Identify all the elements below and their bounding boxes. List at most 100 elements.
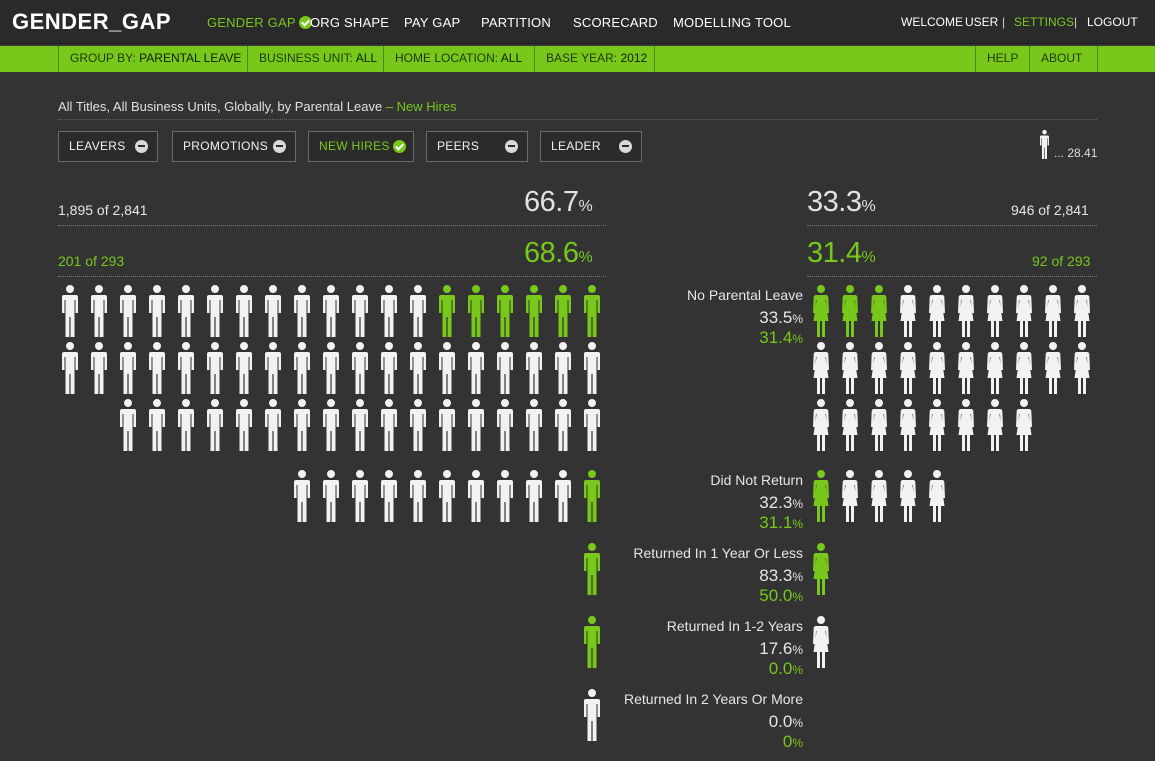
- male-figure-icon: [410, 399, 426, 451]
- male-figure-icon: [381, 285, 397, 337]
- toggle-leader[interactable]: LEADER: [540, 131, 642, 162]
- nav-modelling-tool[interactable]: MODELLING TOOL: [673, 15, 791, 30]
- toggle-new-hires[interactable]: NEW HIRES: [308, 131, 414, 162]
- female-figure-icon: [813, 543, 829, 595]
- male-figure-icon: [439, 399, 455, 451]
- male-figure-icon: [265, 399, 281, 451]
- male-figure-icon: [120, 399, 136, 451]
- category-percent: 0.0%: [769, 712, 803, 732]
- toggle-leavers-label: LEAVERS: [69, 139, 126, 153]
- male-figure-icon: [526, 342, 542, 394]
- app-logo: GENDER_GAP: [12, 9, 172, 34]
- toggle-promotions[interactable]: PROMOTIONS: [172, 131, 296, 162]
- nav-gender-gap[interactable]: GENDER GAP: [207, 15, 312, 30]
- male-figure-icon: [178, 285, 194, 337]
- logout-link[interactable]: LOGOUT: [1087, 15, 1138, 29]
- female-figure-icon: [813, 285, 829, 337]
- base-year-filter[interactable]: BASE YEAR: 2012: [534, 46, 647, 72]
- settings-link[interactable]: SETTINGS: [1014, 15, 1075, 29]
- male-figure-icon: [207, 399, 223, 451]
- category-percent: 17.6%: [759, 639, 803, 659]
- male-figure-icon: [149, 342, 165, 394]
- male-figure-icon: [352, 399, 368, 451]
- female-figure-icon: [842, 399, 858, 451]
- nav-org-shape[interactable]: ORG SHAPE: [310, 15, 390, 30]
- male-figure-icon: [294, 342, 310, 394]
- minus-icon: [135, 140, 148, 153]
- female-figure-icon: [1074, 285, 1090, 337]
- page-title-text: All Titles, All Business Units, Globally…: [58, 99, 383, 114]
- divider: [58, 225, 606, 226]
- category-highlight-percent: 31.1%: [759, 513, 803, 533]
- help-button[interactable]: HELP: [975, 46, 1018, 72]
- male-highlight-percent: 68.6%: [524, 237, 593, 270]
- base-year-value: 2012: [620, 51, 648, 65]
- female-figure-icon: [842, 470, 858, 522]
- home-location-label: HOME LOCATION:: [395, 51, 499, 65]
- category-label: Returned In 1 Year Or Less: [633, 545, 803, 561]
- male-count: 1,895 of 2,841: [58, 202, 148, 218]
- male-figure-icon: [584, 342, 600, 394]
- home-location-filter[interactable]: HOME LOCATION: ALL: [383, 46, 522, 72]
- top-nav-bar: GENDER_GAP GENDER GAP ORG SHAPE PAY GAP …: [0, 0, 1155, 44]
- male-figure-icon: [468, 285, 484, 337]
- divider: [58, 119, 1097, 120]
- toggle-leavers[interactable]: LEAVERS: [58, 131, 158, 162]
- male-figure-icon: [236, 342, 252, 394]
- toggle-new-hires-label: NEW HIRES: [319, 139, 390, 153]
- male-figure-icon: [410, 285, 426, 337]
- percent-sign: %: [578, 198, 593, 215]
- male-figure-icon: [352, 285, 368, 337]
- female-figure-icon: [871, 285, 887, 337]
- nav-partition[interactable]: PARTITION: [481, 15, 551, 30]
- male-figure-icon: [439, 285, 455, 337]
- female-highlight-percent: 31.4%: [807, 237, 876, 270]
- nav-scorecard[interactable]: SCORECARD: [573, 15, 658, 30]
- nav-pay-gap[interactable]: PAY GAP: [404, 15, 461, 30]
- male-figure-icon: [584, 543, 600, 595]
- female-figure-icon: [987, 342, 1003, 394]
- group-by-filter[interactable]: GROUP BY: PARENTAL LEAVE: [58, 46, 241, 72]
- user-name: USER: [965, 15, 999, 29]
- female-figure-icon: [900, 342, 916, 394]
- male-figure-icon: [381, 342, 397, 394]
- female-figure-icon: [1016, 342, 1032, 394]
- category-highlight-percent: 31.4%: [759, 328, 803, 348]
- female-figure-icon: [900, 285, 916, 337]
- category-label: Returned In 1-2 Years: [666, 618, 803, 634]
- business-unit-filter[interactable]: BUSINESS UNIT: ALL: [247, 46, 377, 72]
- category-percent-value: 33.5: [759, 308, 793, 327]
- male-percent: 66.7%: [524, 186, 593, 219]
- male-percent-value: 66.7: [524, 186, 579, 218]
- percent-sign: %: [792, 497, 803, 511]
- male-figure-icon: [468, 399, 484, 451]
- male-figure-icon: [323, 285, 339, 337]
- category-percent-value: 32.3: [759, 493, 793, 512]
- minus-icon: [619, 140, 632, 153]
- female-figure-icon: [871, 470, 887, 522]
- category-percent: 83.3%: [759, 566, 803, 586]
- about-button[interactable]: ABOUT: [1029, 46, 1082, 72]
- male-figure-icon: [584, 470, 600, 522]
- home-location-value: ALL: [500, 51, 523, 65]
- category-highlight-percent-value: 31.1: [759, 513, 793, 532]
- female-figure-icon: [929, 342, 945, 394]
- category-highlight-percent: 0%: [783, 732, 803, 752]
- female-figure-icon: [1045, 342, 1061, 394]
- male-figure-icon: [207, 285, 223, 337]
- male-figure-icon: [323, 342, 339, 394]
- percent-sign: %: [792, 716, 803, 730]
- male-figure-icon: [178, 342, 194, 394]
- divider: [58, 276, 606, 277]
- category-percent: 32.3%: [759, 493, 803, 513]
- male-figure-icon: [526, 399, 542, 451]
- male-figure-icon: [381, 399, 397, 451]
- welcome-text: WELCOME: [901, 15, 964, 29]
- base-year-label: BASE YEAR:: [546, 51, 618, 65]
- male-figure-icon: [526, 285, 542, 337]
- toggle-peers[interactable]: PEERS: [426, 131, 528, 162]
- category-highlight-percent: 0.0%: [769, 659, 803, 679]
- male-figure-icon: [584, 689, 600, 741]
- male-figure-icon: [410, 342, 426, 394]
- male-figure-icon: [236, 399, 252, 451]
